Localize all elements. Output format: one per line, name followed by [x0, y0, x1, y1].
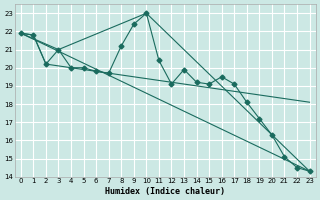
X-axis label: Humidex (Indice chaleur): Humidex (Indice chaleur)	[105, 187, 225, 196]
